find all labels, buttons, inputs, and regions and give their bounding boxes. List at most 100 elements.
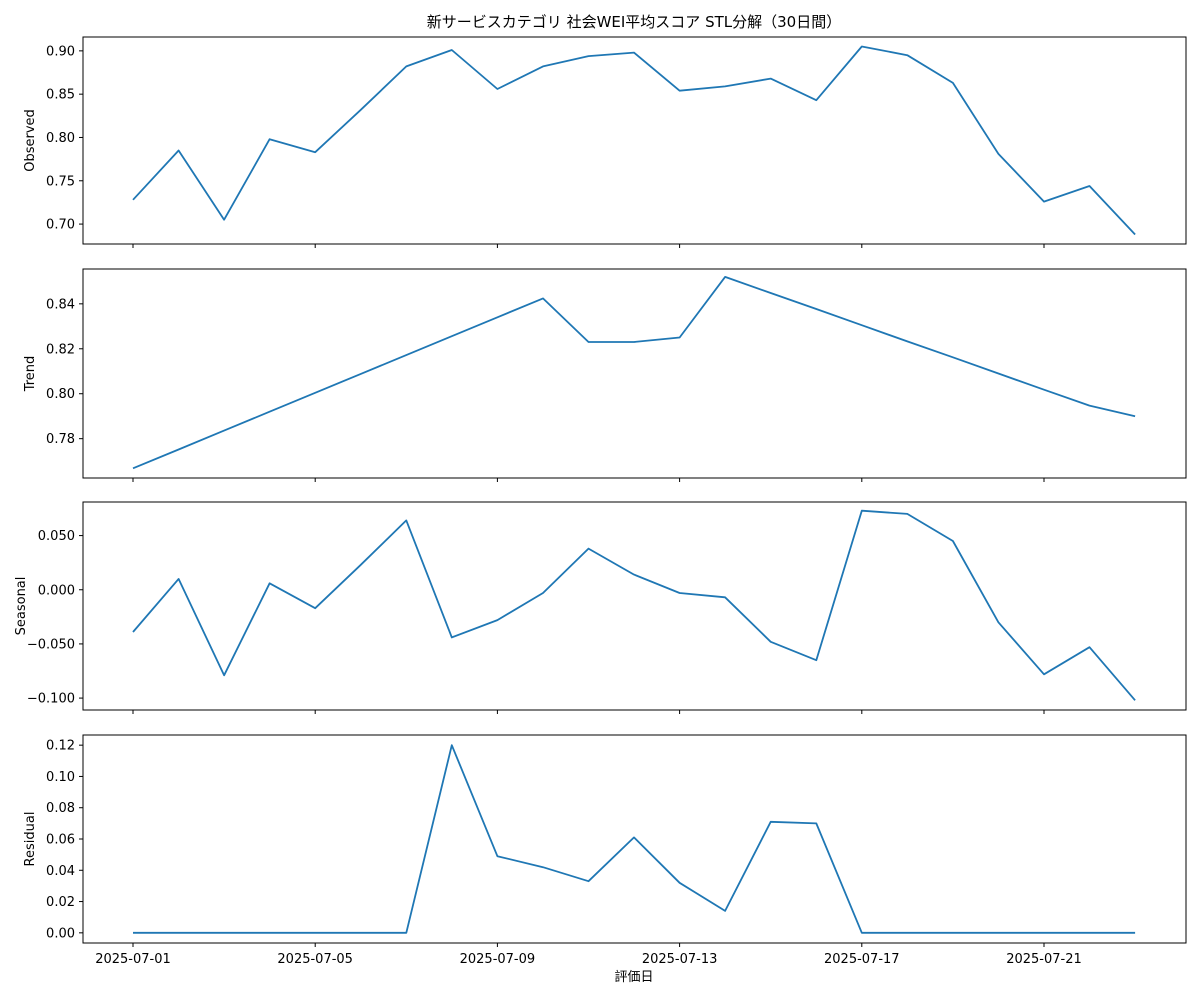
data-point [1043,201,1045,203]
y-tick-label: 0.10 [46,770,75,785]
data-point [542,297,544,299]
data-point [1089,932,1091,934]
data-point [542,866,544,868]
data-point [405,65,407,67]
y-tick-label: 0.70 [46,218,75,233]
data-point [178,448,180,450]
data-point [178,578,180,580]
data-point [770,821,772,823]
x-axis-label: 評価日 [614,970,653,985]
data-point [1089,646,1091,648]
data-point [269,932,271,934]
data-point [178,932,180,934]
panel-observed: 0.70 0.75 0.80 0.85 0.90 Observed [23,36,1187,248]
data-point [906,54,908,56]
data-point [1043,389,1045,391]
plot-frame [82,501,1187,711]
series-line-residual [133,744,1136,934]
x-tick-label: 2025-07-21 [1006,952,1082,967]
data-point [1134,699,1136,701]
data-point [770,78,772,80]
y-tick-label: 0.00 [46,926,75,941]
data-point [269,582,271,584]
data-point [314,392,316,394]
data-point [1043,673,1045,675]
chart-title: 新サービスカテゴリ 社会WEI平均スコア STL分解（30日間） [427,13,841,31]
data-point [997,373,999,375]
x-tick-label: 2025-07-09 [460,952,536,967]
data-point [223,219,225,221]
y-tick-label: 0.90 [46,44,75,59]
data-point [1089,185,1091,187]
data-point [906,932,908,934]
data-point [132,631,134,633]
data-point [997,621,999,623]
data-point [952,932,954,934]
data-point [405,932,407,934]
y-tick-label: −0.100 [27,692,75,707]
x-tick-label: 2025-07-01 [95,952,171,967]
data-point [861,46,863,48]
y-tick-label: −0.050 [27,637,75,652]
data-point [997,932,999,934]
data-point [815,308,817,310]
x-tick-label: 2025-07-13 [642,952,718,967]
data-point [223,932,225,934]
y-axis-label: Residual [23,812,38,867]
x-tick-label: 2025-07-17 [824,952,900,967]
data-point [360,373,362,375]
data-point [952,82,954,84]
data-point [269,411,271,413]
data-point [1134,932,1136,934]
data-point [269,138,271,140]
data-point [679,592,681,594]
y-axis-label: Observed [23,109,38,172]
y-tick-label: 0.85 [46,88,75,103]
data-point [451,49,453,51]
data-point [906,340,908,342]
y-tick-label: 0.000 [38,583,75,598]
data-point [588,55,590,57]
data-point [770,292,772,294]
data-point [679,90,681,92]
y-tick-label: 0.80 [46,131,75,146]
y-tick-label: 0.82 [46,342,75,357]
data-point [679,337,681,339]
x-tick-label: 2025-07-05 [277,952,353,967]
data-point [1043,932,1045,934]
data-point [314,607,316,609]
panel-seasonal: −0.100 −0.050 0.000 0.050 Seasonal [14,501,1187,714]
y-tick-label: 0.02 [46,895,75,910]
y-tick-label: 0.12 [46,739,75,754]
data-point [815,99,817,101]
data-point [132,467,134,469]
data-point [223,674,225,676]
y-tick-label: 0.75 [46,174,75,189]
data-point [451,335,453,337]
data-point [223,430,225,432]
data-point [815,659,817,661]
data-point [861,932,863,934]
data-point [588,880,590,882]
y-tick-label: 0.04 [46,864,75,879]
data-point [633,341,635,343]
series-line-trend [132,275,1136,470]
data-point [724,276,726,278]
data-point [588,341,590,343]
plot-frame [82,268,1187,479]
data-point [906,513,908,515]
data-point [496,88,498,90]
data-point [633,52,635,54]
data-point [633,574,635,576]
y-tick-label: 0.06 [46,833,75,848]
data-point [861,324,863,326]
data-point [451,636,453,638]
data-point [314,151,316,153]
data-point [588,548,590,550]
data-point [770,641,772,643]
panel-trend: 0.78 0.80 0.82 0.84 Trend [23,268,1187,482]
y-tick-label: 0.08 [46,801,75,816]
y-axis-label: Seasonal [14,577,29,636]
